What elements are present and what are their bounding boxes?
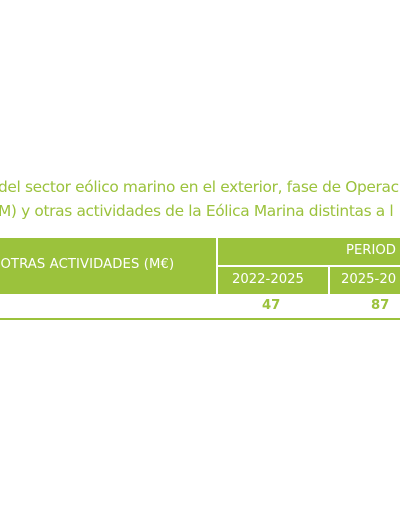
- row-header-cell: B OTRAS ACTIVIDADES (M€): [0, 238, 216, 294]
- row-header-label: B OTRAS ACTIVIDADES (M€): [0, 257, 175, 272]
- period-header-cell: PERIOD: [218, 238, 400, 265]
- year-header-cell-2: 2025-20: [330, 267, 400, 294]
- header-divider-horizontal: [218, 265, 400, 267]
- year-header-divider: [328, 267, 330, 294]
- table-bottom-rule: [0, 318, 400, 320]
- table-caption: del sector eólico marino en el exterior,…: [0, 175, 400, 225]
- year-header-label-2: 2025-20: [341, 272, 397, 287]
- year-header-cell-1: 2022-2025: [218, 267, 328, 294]
- year-header-label-1: 2022-2025: [232, 272, 304, 287]
- value-cell-2: 87: [371, 298, 390, 313]
- caption-line-2: M) y otras actividades de la Eólica Mari…: [0, 202, 394, 220]
- value-cell-1: 47: [262, 298, 281, 313]
- caption-line-1: del sector eólico marino en el exterior,…: [0, 178, 399, 196]
- period-header-label: PERIOD: [346, 243, 396, 258]
- header-divider-vertical: [216, 238, 218, 294]
- data-table: B OTRAS ACTIVIDADES (M€) PERIOD 2022-202…: [0, 238, 400, 320]
